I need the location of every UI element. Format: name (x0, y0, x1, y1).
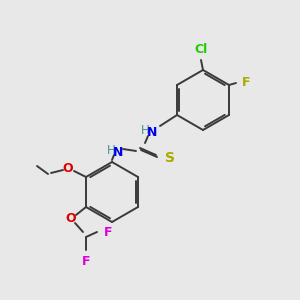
Text: F: F (242, 76, 250, 89)
Text: S: S (165, 151, 175, 165)
Text: N: N (147, 125, 157, 139)
Text: F: F (82, 255, 90, 268)
Text: H: H (106, 145, 116, 158)
Text: O: O (63, 163, 73, 176)
Text: O: O (66, 212, 76, 226)
Text: Cl: Cl (194, 43, 208, 56)
Text: N: N (113, 146, 123, 158)
Text: H: H (141, 124, 149, 137)
Text: F: F (104, 226, 112, 238)
